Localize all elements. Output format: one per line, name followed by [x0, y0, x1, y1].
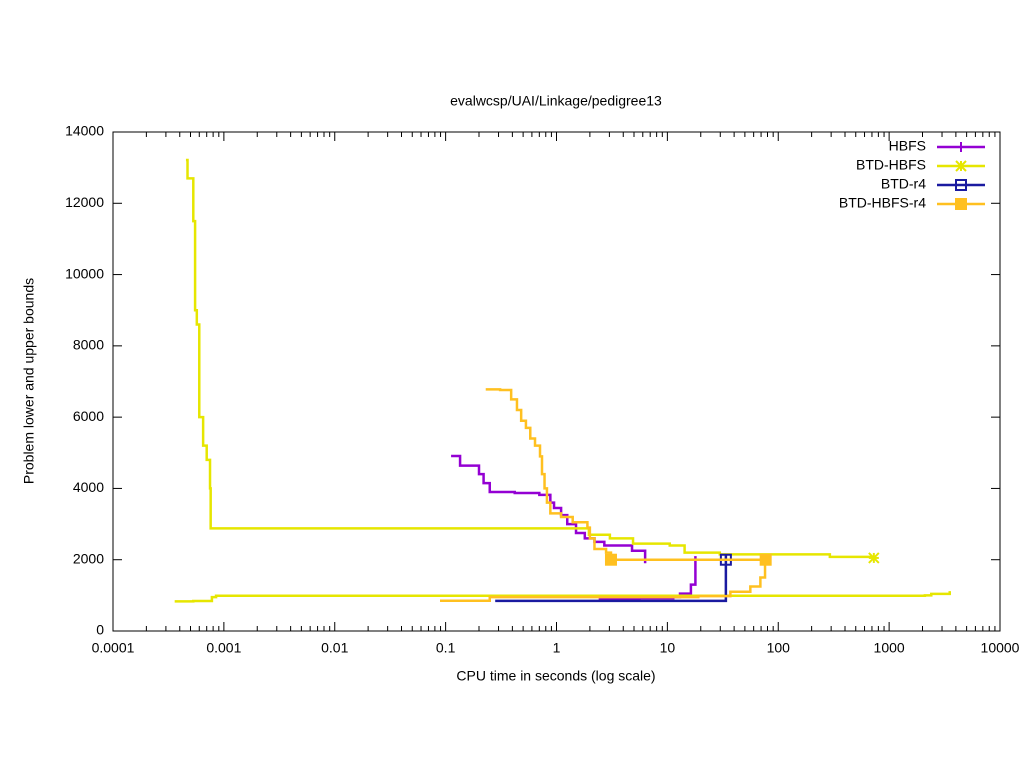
- x-tick-label: 100: [767, 640, 791, 656]
- y-tick-label: 4000: [73, 479, 104, 495]
- x-tick-label: 0.01: [321, 640, 348, 656]
- y-axis-label: Problem lower and upper bounds: [21, 278, 37, 484]
- legend-marker-part: [955, 160, 967, 172]
- point-marker: [604, 553, 617, 566]
- legend-label: BTD-r4: [881, 176, 926, 192]
- series-line: [451, 454, 647, 564]
- series-line: [495, 554, 728, 603]
- point-marker-part: [604, 553, 617, 566]
- legend-marker: [955, 198, 967, 210]
- legend-label: HBFS: [889, 138, 926, 154]
- series-line: [174, 591, 951, 603]
- x-tick-label: 1000: [874, 640, 905, 656]
- y-tick-label: 2000: [73, 550, 104, 566]
- legend-marker-part: [955, 179, 967, 191]
- x-tick-label: 0.0001: [92, 640, 135, 656]
- y-tick-label: 14000: [65, 123, 104, 139]
- x-tick-label: 10: [660, 640, 676, 656]
- legend-marker-part: [955, 198, 967, 210]
- series-line: [485, 388, 766, 561]
- chart-title: evalwcsp/UAI/Linkage/pedigree13: [450, 93, 662, 109]
- legend-marker: [955, 160, 967, 172]
- y-tick-label: 0: [96, 622, 104, 638]
- x-tick-label: 0.001: [206, 640, 241, 656]
- point-marker: [759, 553, 772, 566]
- x-tick-label: 1: [553, 640, 561, 656]
- legend-marker: [956, 142, 966, 152]
- x-tick-label: 10000: [981, 640, 1020, 656]
- legend-marker: [955, 179, 967, 191]
- y-tick-label: 6000: [73, 408, 104, 424]
- legend-label: BTD-HBFS: [856, 157, 926, 173]
- point-marker: [868, 552, 880, 564]
- point-marker-part: [868, 552, 880, 564]
- y-tick-label: 12000: [65, 194, 104, 210]
- point-marker-part: [759, 553, 772, 566]
- series-line: [185, 158, 876, 559]
- y-tick-label: 10000: [65, 265, 104, 281]
- x-tick-label: 0.1: [436, 640, 456, 656]
- y-tick-label: 8000: [73, 337, 104, 353]
- legend-label: BTD-HBFS-r4: [839, 195, 926, 211]
- x-axis-label: CPU time in seconds (log scale): [456, 668, 655, 684]
- series-line: [440, 559, 767, 602]
